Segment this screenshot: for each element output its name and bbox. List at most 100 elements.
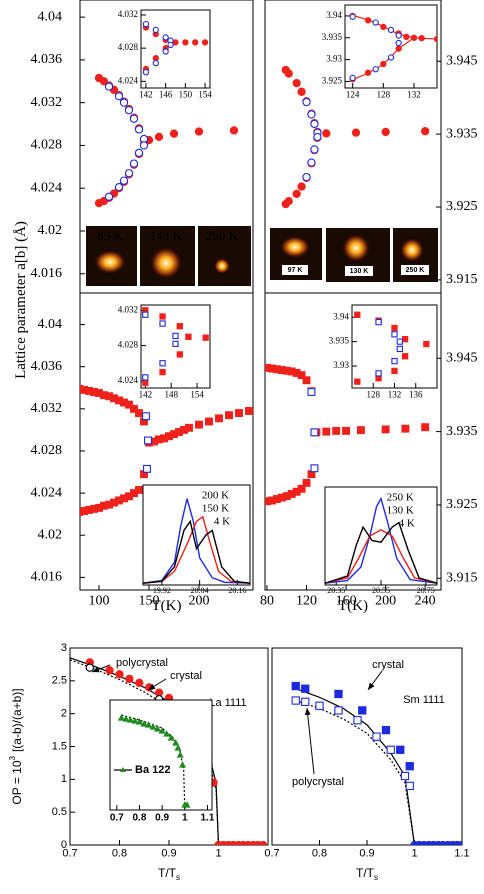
x-tick-label: 154 xyxy=(190,389,204,399)
annotation: Ba 122 xyxy=(135,764,170,776)
x-tick-label: 20.35 xyxy=(327,586,345,595)
point xyxy=(315,701,324,710)
arrow xyxy=(91,664,111,673)
photo-label-box xyxy=(282,265,308,275)
legend-label: 150 K xyxy=(202,503,229,515)
x-tick-label: 0.9 xyxy=(359,848,374,860)
point xyxy=(142,20,150,28)
y-tick-label: 3.915 xyxy=(446,570,478,585)
point xyxy=(129,159,139,168)
y-tick-label: 0.5 xyxy=(52,806,67,818)
y-tick-label: 3.925 xyxy=(322,76,343,86)
point xyxy=(124,169,134,178)
point xyxy=(152,26,159,34)
point xyxy=(401,353,409,360)
y-tick-label: 4.028 xyxy=(31,443,63,458)
y-axis-label-part: OP = 10 xyxy=(10,760,24,804)
x-tick-label: 20.75 xyxy=(417,586,435,595)
point xyxy=(195,420,203,429)
panel-frame xyxy=(344,4,438,89)
series xyxy=(80,384,253,517)
point xyxy=(176,323,183,330)
point xyxy=(375,318,382,326)
point xyxy=(135,485,143,494)
point xyxy=(457,840,462,845)
point xyxy=(421,127,430,136)
point xyxy=(372,19,379,26)
y-tick-label: 3.935 xyxy=(329,336,350,346)
point xyxy=(301,697,310,706)
point xyxy=(297,484,306,493)
series-line xyxy=(325,496,437,584)
point xyxy=(372,732,381,741)
point xyxy=(334,689,343,699)
annotation: 250 K xyxy=(406,267,425,274)
y-tick-label: 3.945 xyxy=(446,350,478,365)
x-tick-label: 20.55 xyxy=(372,586,390,595)
point xyxy=(353,716,362,725)
legend-label: 4 K xyxy=(214,516,230,528)
panel-frame xyxy=(142,484,251,586)
point xyxy=(381,425,390,434)
series xyxy=(94,73,239,208)
x-axis-label-part: T/T xyxy=(158,866,177,880)
photo-spot xyxy=(214,258,230,274)
point xyxy=(395,45,402,52)
arrow xyxy=(304,707,315,775)
point xyxy=(135,718,144,725)
point xyxy=(401,336,409,343)
x-tick-label: 160 xyxy=(336,593,357,608)
point xyxy=(322,427,331,436)
x-tick-label: 0.7 xyxy=(110,813,124,824)
legend-label: 130 K xyxy=(387,505,414,517)
x-axis-label-sub: s xyxy=(374,873,378,882)
x-tick-label: 1.1 xyxy=(201,813,215,824)
photo-label-box xyxy=(401,265,429,275)
point xyxy=(202,334,209,341)
x-tick-label: 132 xyxy=(388,389,402,399)
x-tick-label: 150 xyxy=(139,593,160,608)
series xyxy=(142,307,209,386)
point xyxy=(162,34,169,41)
x-tick-label: 1 xyxy=(411,848,417,860)
point xyxy=(176,351,183,358)
point xyxy=(387,54,395,61)
x-tick-label: 128 xyxy=(367,389,381,399)
point xyxy=(291,696,300,705)
point xyxy=(152,54,159,62)
point xyxy=(380,60,387,68)
x-tick-label: 150 xyxy=(179,89,193,99)
point xyxy=(142,311,149,318)
point xyxy=(114,92,124,101)
x-tick-label: 1 xyxy=(182,813,188,824)
point xyxy=(400,771,410,781)
point xyxy=(117,714,125,721)
series-line xyxy=(143,515,250,584)
point xyxy=(258,840,268,845)
point xyxy=(297,182,306,191)
point xyxy=(229,126,239,135)
y-tick-label: 3.93 xyxy=(326,54,342,64)
point xyxy=(104,82,114,91)
y-tick-label: 4.02 xyxy=(38,223,63,238)
point xyxy=(172,332,179,340)
point xyxy=(201,39,209,46)
point xyxy=(114,182,124,192)
point xyxy=(225,411,233,420)
point xyxy=(396,338,403,345)
point xyxy=(297,87,306,96)
x-tick-label: 146 xyxy=(159,89,173,99)
point xyxy=(395,39,402,47)
series xyxy=(325,496,437,584)
arrow xyxy=(147,678,167,691)
point xyxy=(124,105,134,115)
point xyxy=(154,132,164,142)
x-tick-label: 1 xyxy=(215,848,221,860)
point xyxy=(354,378,361,385)
panel: 4.024 4.028 4.032 142 148 154 xyxy=(118,304,211,399)
point xyxy=(183,801,191,808)
point xyxy=(159,313,166,320)
point xyxy=(130,404,138,413)
